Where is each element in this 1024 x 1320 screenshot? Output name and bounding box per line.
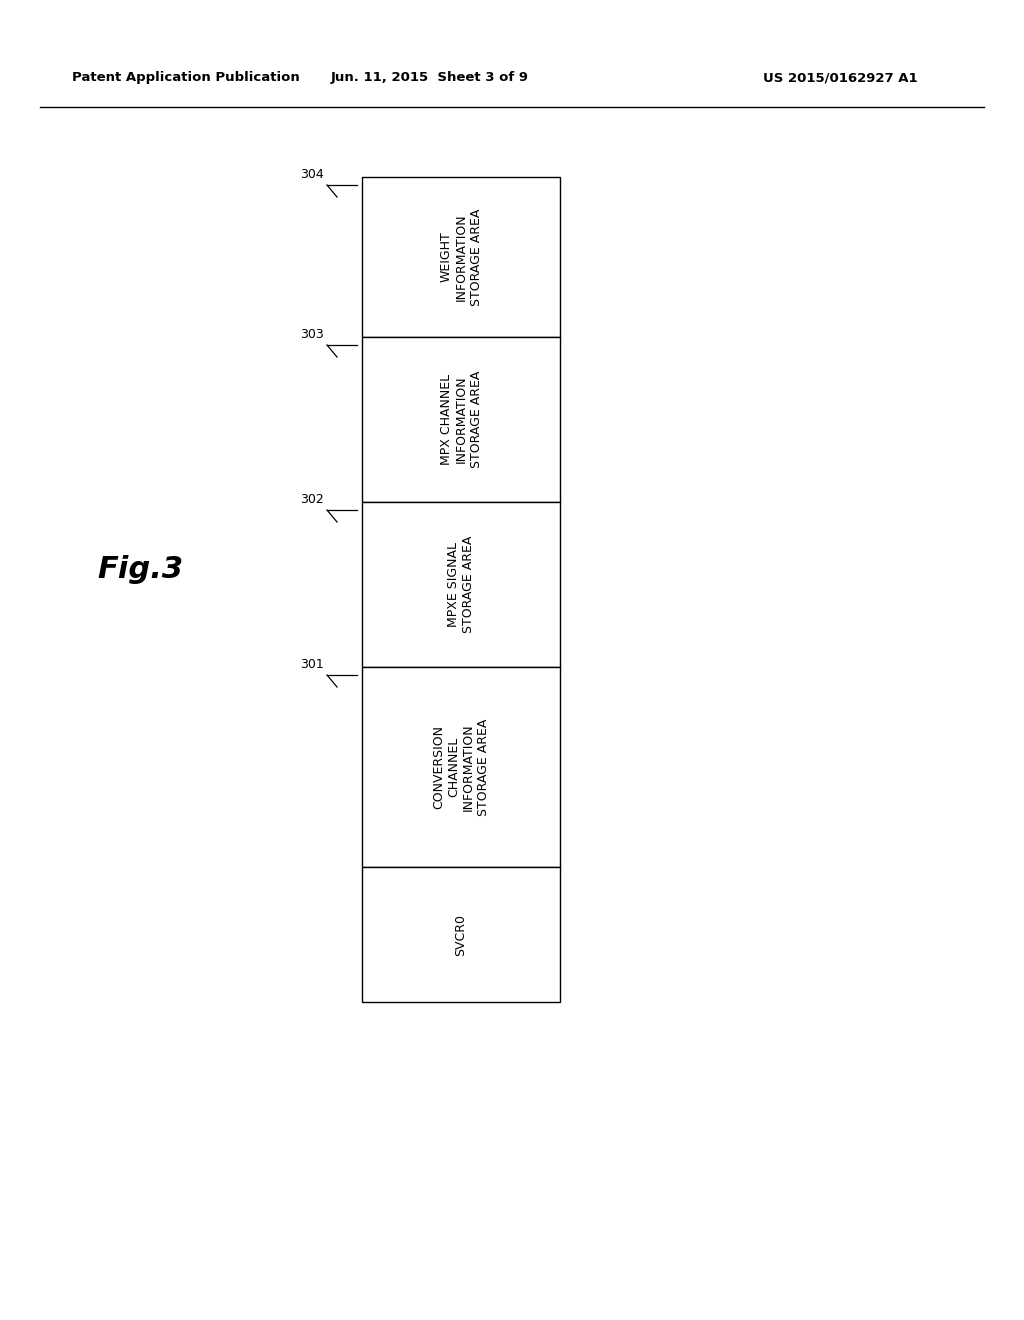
Text: CONVERSION
CHANNEL
INFORMATION
STORAGE AREA: CONVERSION CHANNEL INFORMATION STORAGE A… [432, 718, 490, 816]
Text: WEIGHT
INFORMATION
STORAGE AREA: WEIGHT INFORMATION STORAGE AREA [439, 209, 482, 306]
Bar [362, 502, 560, 667]
Text: Fig.3: Fig.3 [97, 556, 183, 585]
Bar [362, 667, 560, 867]
Text: US 2015/0162927 A1: US 2015/0162927 A1 [763, 71, 918, 84]
Bar [362, 177, 560, 337]
Text: 303: 303 [300, 327, 324, 341]
Bar [362, 867, 560, 1002]
Text: Patent Application Publication: Patent Application Publication [72, 71, 300, 84]
Text: 301: 301 [300, 657, 324, 671]
Text: 304: 304 [300, 168, 324, 181]
Text: SVCR0: SVCR0 [455, 913, 468, 956]
Bar [362, 337, 560, 502]
Text: MPX CHANNEL
INFORMATION
STORAGE AREA: MPX CHANNEL INFORMATION STORAGE AREA [439, 371, 482, 469]
Text: 302: 302 [300, 492, 324, 506]
Text: MPXE SIGNAL
STORAGE AREA: MPXE SIGNAL STORAGE AREA [447, 536, 475, 634]
Text: Jun. 11, 2015  Sheet 3 of 9: Jun. 11, 2015 Sheet 3 of 9 [331, 71, 529, 84]
